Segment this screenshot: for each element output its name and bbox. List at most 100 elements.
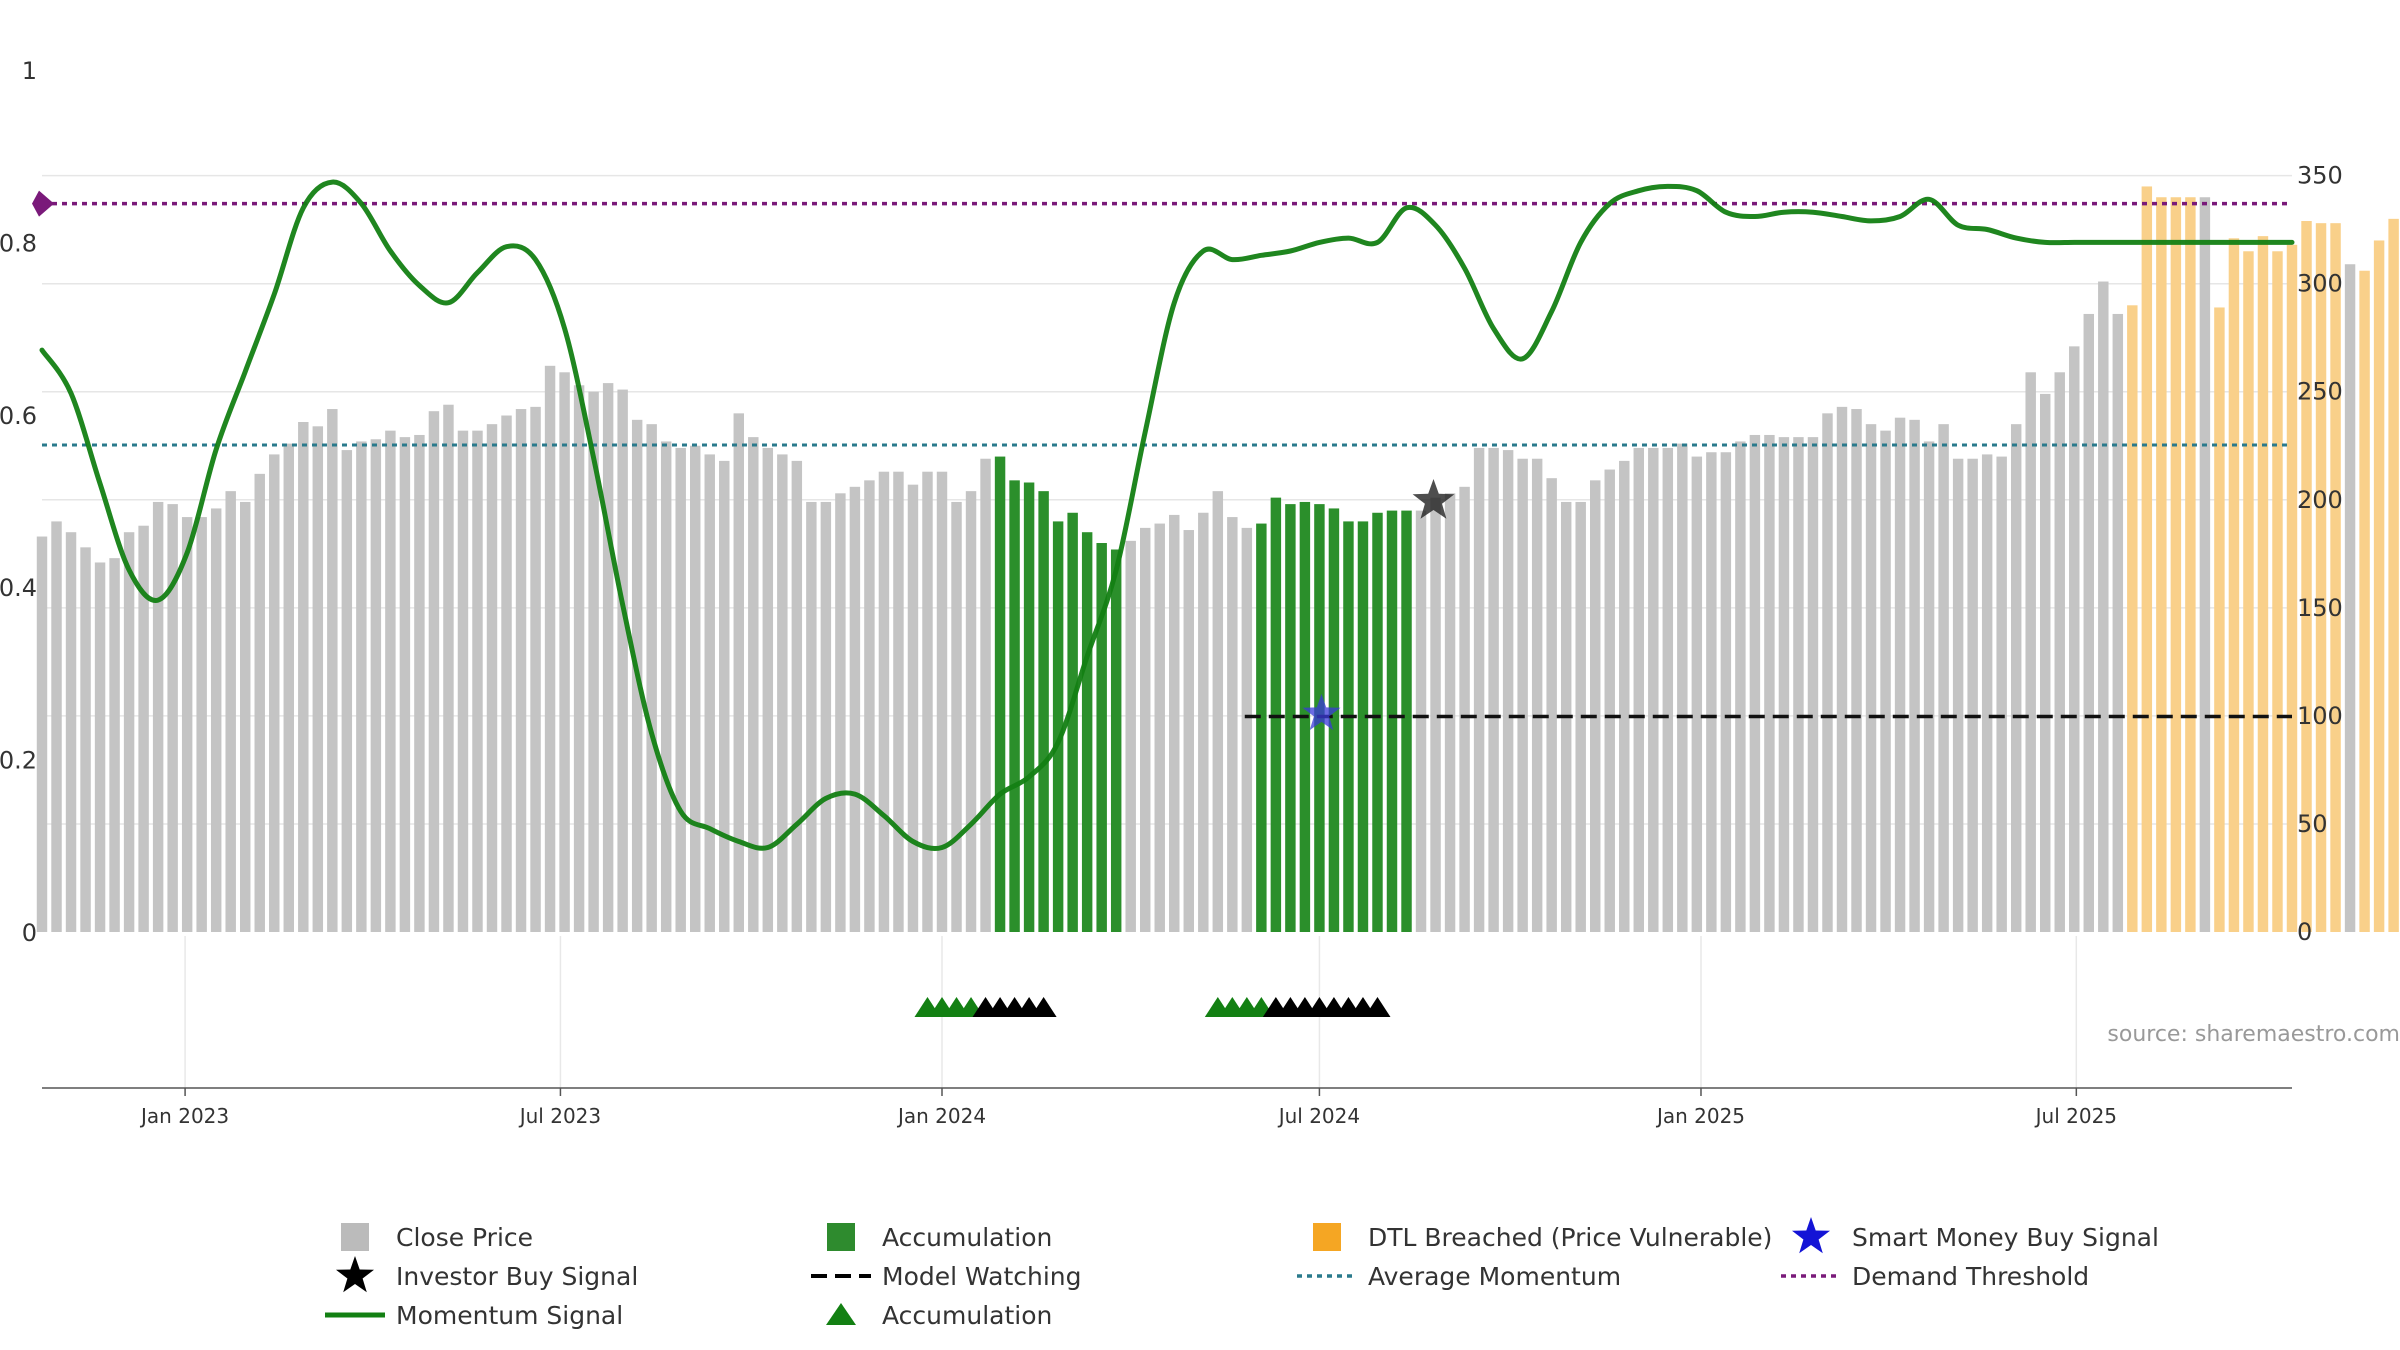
price-bar — [1996, 456, 2007, 932]
left-tick-label: 1 — [22, 57, 37, 85]
legend-label: Accumulation — [882, 1223, 1052, 1252]
legend-item: Close Price — [341, 1223, 533, 1252]
price-bar — [428, 411, 440, 933]
price-bar — [820, 501, 832, 932]
price-bar — [660, 441, 672, 932]
price-bar — [1706, 452, 1717, 932]
price-bar — [1807, 437, 1819, 932]
axes: 0 50 100 150 200 250 300 350 0 0.2 0.4 0.6 0.8 1 Jan 2… — [0, 57, 2343, 1128]
price-bar — [2315, 223, 2327, 933]
right-tick-label: 0 — [2297, 918, 2312, 946]
legend-star-icon — [1792, 1217, 1830, 1254]
price-bar — [777, 454, 788, 932]
price-bar — [1459, 486, 1470, 932]
price-bar — [1952, 458, 1964, 932]
price-bar — [1328, 508, 1340, 932]
price-bar — [1619, 460, 1630, 932]
legend-item: DTL Breached (Price Vulnerable) — [1313, 1223, 1772, 1252]
x-tick-label: Jan 2025 — [1655, 1104, 1745, 1128]
price-bar — [370, 439, 382, 932]
price-bar — [109, 558, 120, 932]
price-bar — [254, 473, 265, 932]
price-bar — [1517, 458, 1528, 932]
price-bar — [690, 445, 701, 932]
price-bar — [2069, 346, 2080, 933]
price-bar — [544, 365, 556, 932]
price-bar — [1546, 478, 1557, 932]
price-bar — [1981, 454, 1993, 932]
price-bar — [1285, 504, 1296, 932]
price-bar — [1067, 512, 1078, 932]
x-tick-label: Jan 2024 — [896, 1104, 986, 1128]
price-bar — [2301, 221, 2312, 932]
price-bar — [1052, 521, 1064, 932]
price-bar — [980, 458, 991, 932]
price-bar — [181, 517, 193, 932]
legend-item: Smart Money Buy Signal — [1792, 1217, 2159, 1254]
price-bar — [167, 504, 178, 932]
price-bar — [646, 424, 657, 932]
legend-label: Investor Buy Signal — [396, 1262, 638, 1291]
price-bar — [1590, 480, 1601, 932]
price-bar — [864, 480, 875, 932]
price-bar — [719, 460, 730, 932]
price-bar — [1836, 406, 1848, 932]
price-bar — [588, 391, 599, 933]
price-bar — [327, 409, 338, 932]
price-bar — [1677, 443, 1688, 932]
buy-signals — [1302, 479, 1455, 731]
price-bar — [1851, 409, 1862, 932]
right-tick-label: 100 — [2297, 702, 2343, 730]
price-bar — [1909, 419, 1920, 933]
x-tick-label: Jul 2025 — [2034, 1104, 2117, 1128]
price-bar — [2359, 270, 2370, 933]
price-bar — [1923, 441, 1935, 932]
price-bar — [2388, 218, 2399, 932]
price-bar — [1212, 491, 1224, 932]
right-tick-label: 350 — [2297, 162, 2343, 190]
price-bar — [2330, 223, 2341, 933]
x-tick-label: Jul 2024 — [1277, 1104, 1360, 1128]
price-bar — [138, 525, 149, 932]
price-bar — [210, 508, 222, 932]
price-bar — [994, 456, 1006, 932]
price-bar — [123, 532, 135, 932]
left-tick-label: 0 — [22, 919, 37, 947]
price-bar — [965, 491, 977, 932]
right-tick-label: 250 — [2297, 378, 2343, 406]
price-bar — [1473, 447, 1485, 932]
source-label: source: sharemaestro.com — [2107, 1022, 2400, 1047]
legend-label: Model Watching — [882, 1262, 1082, 1291]
legend-label: Close Price — [396, 1223, 533, 1252]
price-bar — [1604, 469, 1615, 932]
price-bar — [1444, 493, 1456, 932]
price-bar — [414, 434, 425, 932]
price-bar — [283, 443, 294, 932]
legend-label: Average Momentum — [1368, 1262, 1621, 1291]
price-bar — [1778, 437, 1790, 932]
price-bar — [617, 389, 628, 932]
legend-item: Demand Threshold — [1781, 1262, 2089, 1291]
price-bar — [1096, 543, 1107, 932]
price-bar — [51, 521, 62, 932]
price-bar — [1256, 523, 1267, 932]
price-bar — [835, 493, 846, 932]
price-bar — [1880, 430, 1891, 932]
price-bar — [602, 383, 614, 933]
price-bar — [762, 447, 774, 932]
legend-item: Accumulation — [826, 1301, 1052, 1330]
price-bar — [1198, 512, 1209, 932]
price-bar — [1502, 450, 1514, 932]
price-bar — [1793, 437, 1804, 932]
price-bar — [269, 454, 280, 932]
price-bar — [1633, 447, 1644, 932]
price-bar — [1735, 441, 1746, 932]
x-tick-label: Jul 2023 — [518, 1104, 601, 1128]
price-bar — [1140, 527, 1151, 932]
price-bar — [849, 486, 861, 932]
price-bar — [2112, 313, 2124, 932]
price-bar — [312, 426, 324, 932]
price-bar — [1241, 527, 1253, 932]
price-bar — [399, 437, 411, 932]
price-bar — [1531, 458, 1543, 932]
